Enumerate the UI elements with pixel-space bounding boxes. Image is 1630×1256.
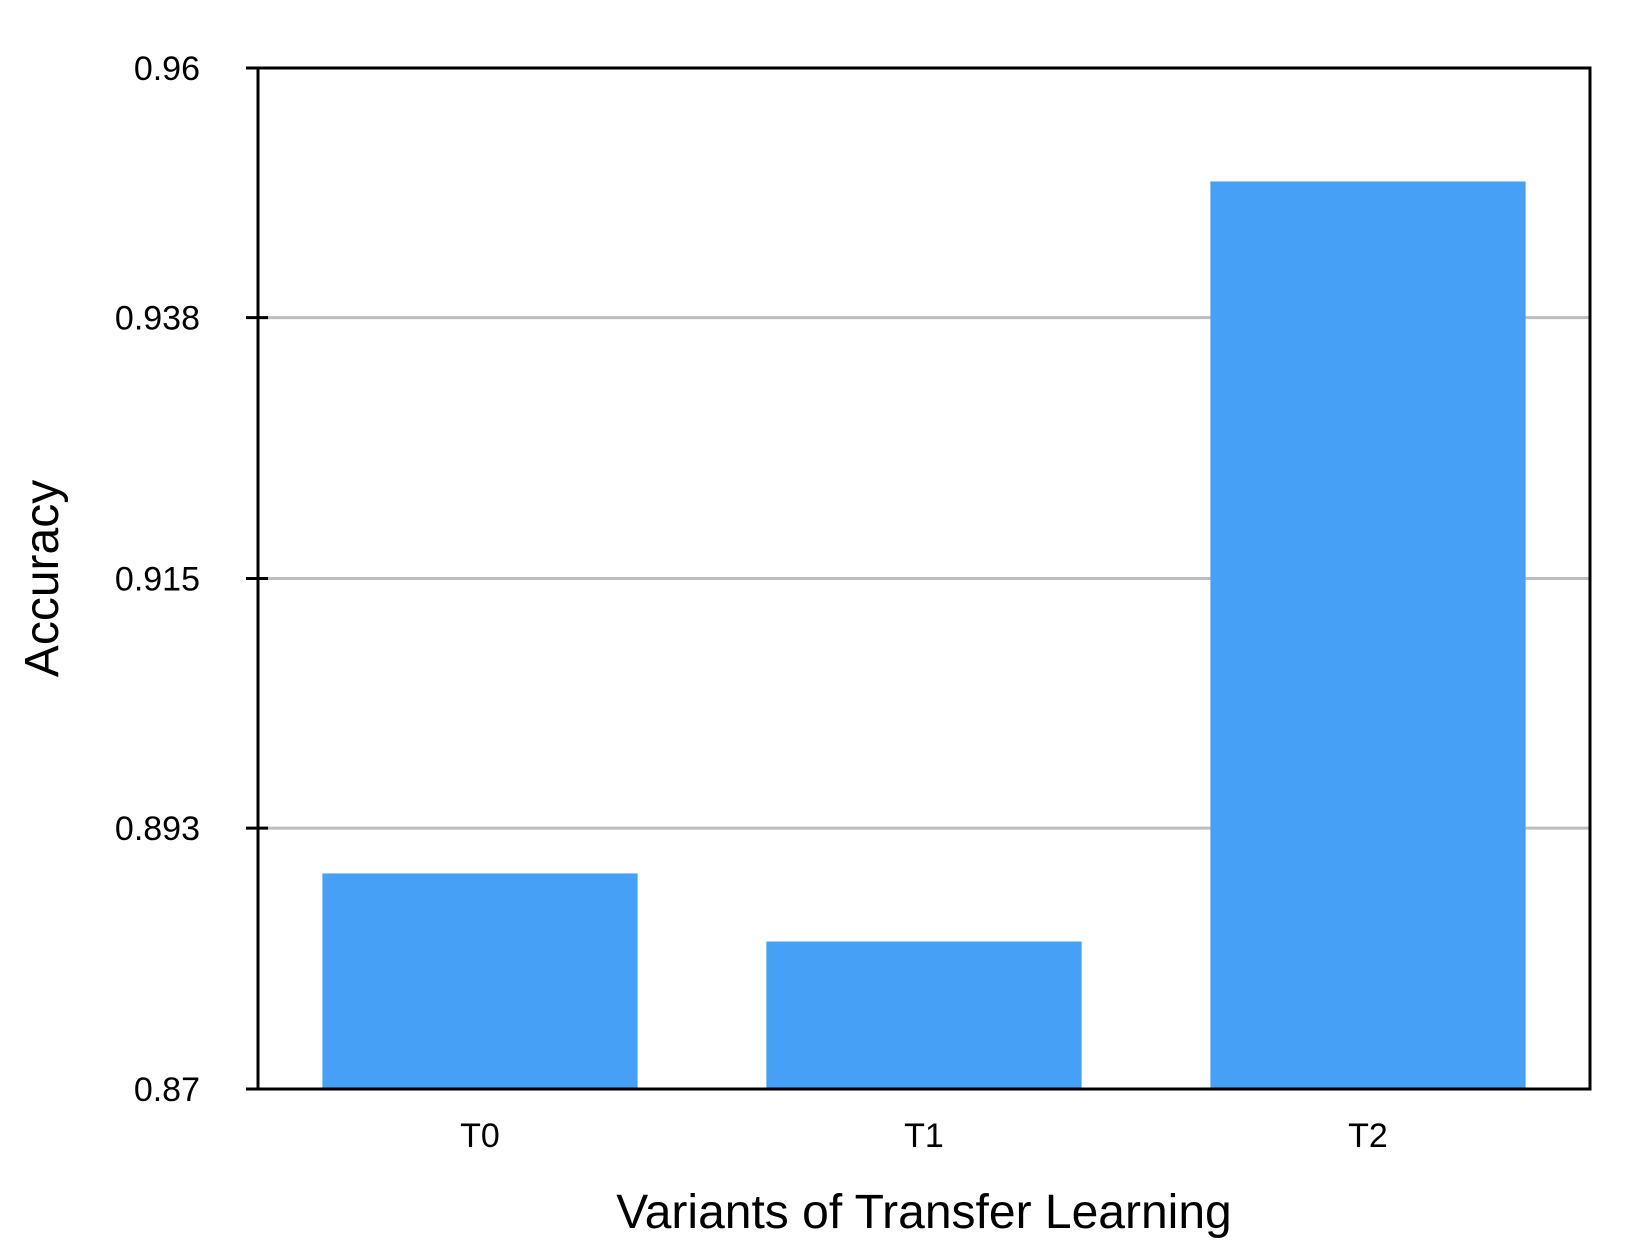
x-axis-title: Variants of Transfer Learning xyxy=(616,1186,1231,1239)
x-axis-ticks: T0 T1 T2 xyxy=(460,1117,1388,1155)
y-tick-label: 0.893 xyxy=(115,810,200,848)
y-tick-label: 0.87 xyxy=(134,1071,200,1109)
x-tick-label: T0 xyxy=(460,1117,500,1155)
y-axis-ticks: 0.87 0.893 0.915 0.938 0.96 xyxy=(115,50,268,1109)
y-tick-label: 0.96 xyxy=(134,50,200,88)
y-axis-title: Accuracy xyxy=(16,480,69,677)
bar xyxy=(766,941,1082,1089)
bars xyxy=(322,181,1526,1089)
x-tick-label: T1 xyxy=(904,1117,944,1155)
x-tick-label: T2 xyxy=(1348,1117,1388,1155)
y-tick-label: 0.915 xyxy=(115,561,200,599)
bar xyxy=(1210,181,1526,1089)
bar xyxy=(322,873,638,1089)
y-tick-label: 0.938 xyxy=(115,300,200,338)
